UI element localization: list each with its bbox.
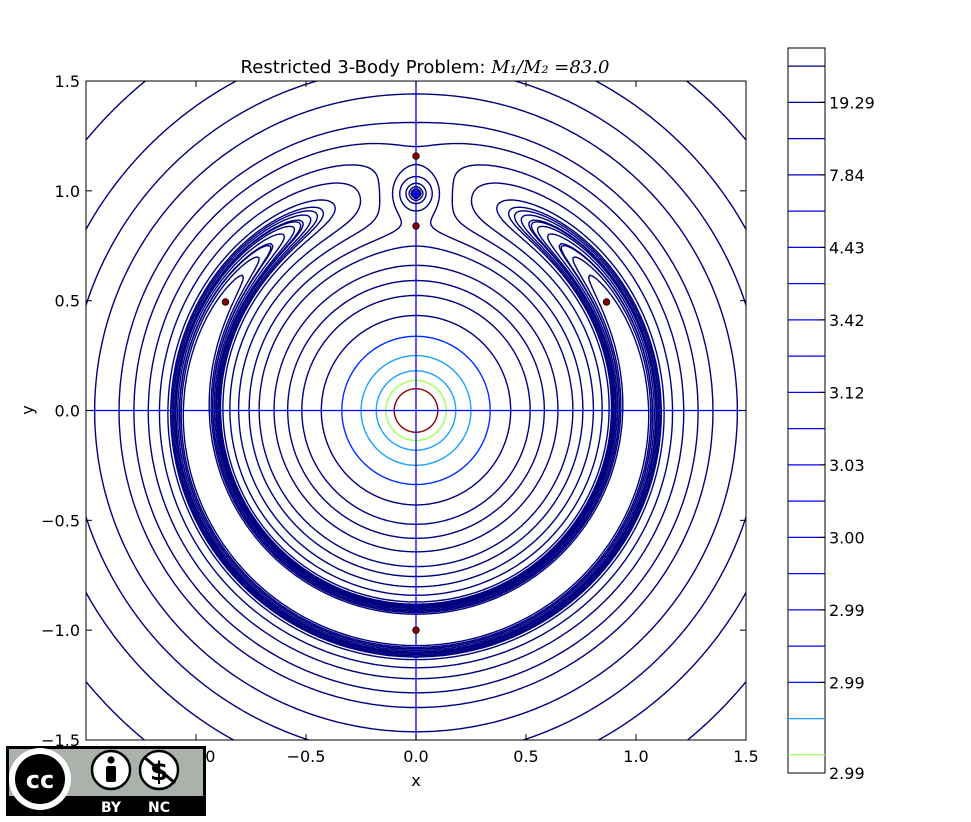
colorbar: 19.29 7.84 4.43 3.42 3.12 3.03 3.00 2.99 2.99 2.9… bbox=[787, 47, 875, 783]
y-tick-label-4: −0.5 bbox=[41, 511, 80, 530]
y-axis-label: y bbox=[18, 405, 37, 414]
contour-level-0 bbox=[182, 274, 650, 647]
y-tick-label-6: −1.5 bbox=[41, 731, 80, 750]
colorbar-frame bbox=[787, 47, 826, 774]
y-tick-label-2: 0.5 bbox=[55, 292, 80, 311]
x-tick-label-6: 1.5 bbox=[733, 747, 758, 766]
colorbar-tick-label-6: 3.00 bbox=[829, 528, 865, 547]
colorbar-tick-label-2: 4.43 bbox=[829, 238, 865, 257]
contour-level-12 bbox=[158, 182, 674, 669]
contour-level-3 bbox=[177, 233, 655, 652]
axis-ticks: −1.0−0.50.00.51.01.51.51.00.50.0−0.5−1.0… bbox=[41, 72, 759, 766]
y-tick-label-5: −1.0 bbox=[41, 621, 80, 640]
cc-logo-icon bbox=[15, 754, 65, 804]
contour-level-10 bbox=[174, 221, 658, 654]
colorbar-tick-label-7: 2.99 bbox=[829, 601, 865, 620]
lagrange-points bbox=[221, 152, 611, 634]
colorbar-tick-label-3: 3.42 bbox=[829, 311, 865, 330]
colorbar-tick-label-4: 3.12 bbox=[829, 383, 865, 402]
contour-level-7 bbox=[171, 210, 661, 657]
x-axis-label: x bbox=[411, 771, 420, 790]
lagrange-point-3 bbox=[412, 626, 420, 634]
contour-level-1 bbox=[180, 256, 652, 649]
colorbar-tick-label-9: 2.99 bbox=[829, 764, 865, 783]
secondary-mass-point bbox=[411, 189, 421, 198]
lagrange-point-1 bbox=[412, 152, 420, 160]
chart-title-math: M₁/M₂ =83.0 bbox=[490, 57, 609, 78]
contour-level-21 bbox=[360, 354, 472, 466]
contour-level-22 bbox=[375, 370, 457, 451]
colorbar-tick-labels: 19.29 7.84 4.43 3.42 3.12 3.03 3.00 2.99 2.99 2.9… bbox=[820, 93, 875, 783]
contour-level-9 bbox=[178, 244, 654, 650]
colorbar-tick-label-5: 3.03 bbox=[829, 456, 865, 475]
nc-strike-icon bbox=[143, 755, 176, 785]
lagrange-point-4 bbox=[221, 298, 230, 306]
colorbar-tick-label-1: 7.84 bbox=[829, 166, 865, 185]
colorbar-level-lines bbox=[788, 65, 825, 756]
by-label: BY bbox=[101, 800, 122, 816]
colorbar-tick-label-8: 2.99 bbox=[829, 673, 865, 692]
contour-level-13 bbox=[147, 164, 685, 680]
contour-level-16 bbox=[94, 93, 738, 733]
chart-title-text: Restricted 3-Body Problem: bbox=[241, 57, 492, 78]
by-person-body bbox=[106, 766, 116, 782]
cc-license-badge[interactable]: cc $ BY NC bbox=[6, 746, 206, 816]
contour-level-24 bbox=[393, 388, 439, 433]
contour-level-19 bbox=[86, 81, 746, 740]
y-tick-label-3: 0.0 bbox=[55, 402, 80, 421]
cc-logo-text: cc bbox=[26, 766, 54, 794]
contour-level-4 bbox=[175, 225, 657, 653]
y-tick-label-1: 1.0 bbox=[55, 182, 80, 201]
contour-level-23 bbox=[385, 379, 447, 442]
contour-level-8 bbox=[170, 206, 662, 658]
contour-lines bbox=[86, 81, 746, 740]
contour-level-14 bbox=[133, 142, 699, 694]
contour-level-20 bbox=[341, 192, 491, 486]
nc-dollar-glyph: $ bbox=[150, 757, 168, 787]
y-tick-label-0: 1.5 bbox=[55, 72, 80, 91]
x-tick-label-3: 0.0 bbox=[403, 747, 428, 766]
contour-level-18 bbox=[86, 81, 746, 740]
colorbar-tick-label-0: 19.29 bbox=[829, 93, 875, 112]
chart-title: Restricted 3-Body Problem: M₁/M₂ =83.0 bbox=[241, 57, 610, 78]
x-tick-label-5: 1.0 bbox=[623, 747, 648, 766]
x-tick-label-4: 0.5 bbox=[513, 747, 538, 766]
contour-level-6 bbox=[172, 214, 660, 656]
contour-level-15 bbox=[118, 121, 714, 709]
lagrange-point-2 bbox=[412, 222, 420, 230]
x-tick-label-2: −0.5 bbox=[287, 747, 326, 766]
lagrange-point-5 bbox=[602, 298, 611, 306]
by-person-head bbox=[107, 756, 115, 764]
nc-label: NC bbox=[148, 800, 170, 816]
